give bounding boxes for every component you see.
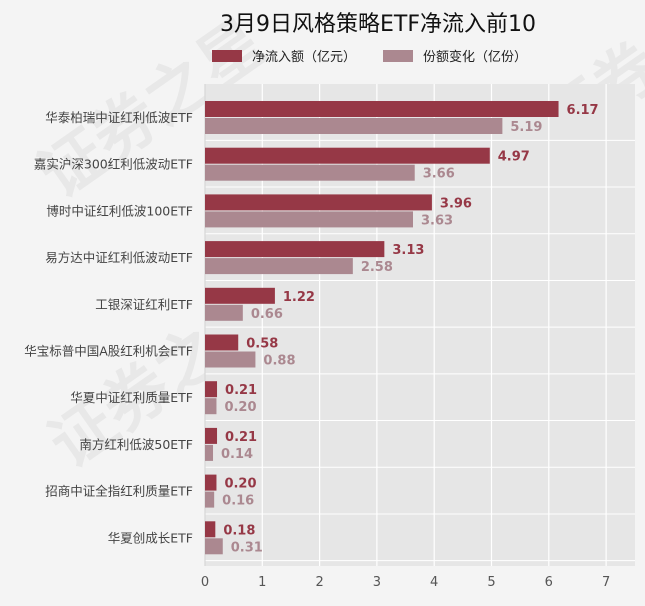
x-tick-label: 1 (258, 575, 266, 590)
x-tick-label: 7 (602, 575, 610, 590)
x-tick-label: 6 (545, 575, 553, 590)
data-label-inflow: 4.97 (498, 150, 530, 165)
x-axis-ticks: 0 1 2 3 4 5 6 7 (201, 575, 610, 590)
legend-swatch-share-change (383, 50, 413, 62)
data-label-share-change: 0.88 (263, 354, 295, 369)
bar-share-change (205, 538, 223, 555)
category-label: 华泰柏瑞中证红利低波ETF (45, 110, 193, 125)
x-tick-label: 4 (430, 575, 438, 590)
category-label: 招商中证全指红利质量ETF (45, 484, 193, 499)
bar-inflow (205, 381, 218, 398)
category-label: 嘉实沪深300红利低波动ETF (34, 157, 193, 172)
x-tick-label: 5 (487, 575, 495, 590)
x-tick-label: 2 (315, 575, 323, 590)
data-label-inflow: 0.21 (225, 383, 257, 398)
bar-inflow (205, 427, 218, 444)
chart-title: 3月9日风格策略ETF净流入前10 (220, 12, 536, 37)
bar-share-change (205, 398, 217, 415)
bar-share-change (205, 164, 415, 181)
legend: 净流入额（亿元） 份额变化（亿份） (212, 49, 527, 65)
data-label-share-change: 0.31 (231, 540, 263, 555)
data-label-inflow: 0.21 (225, 430, 257, 445)
data-label-share-change: 3.63 (421, 213, 453, 228)
x-tick-label: 3 (373, 575, 381, 590)
legend-swatch-inflow (212, 50, 242, 62)
bar-share-change (205, 304, 243, 321)
category-label: 易方达中证红利低波动ETF (45, 250, 193, 265)
bar-share-change (205, 211, 413, 228)
data-label-inflow: 0.20 (224, 477, 256, 492)
legend-label-share-change: 份额变化（亿份） (423, 49, 527, 65)
data-labels: 6.17 5.19 4.97 3.66 3.96 3.63 3.13 2.58 1.220.66… (221, 103, 599, 555)
bars (205, 101, 559, 555)
plot-area (205, 84, 635, 566)
data-label-inflow: 0.18 (223, 523, 255, 538)
legend-label-inflow: 净流入额（亿元） (252, 50, 356, 65)
category-label: 华夏中证红利质量ETF (70, 390, 193, 405)
category-label: 南方红利低波50ETF (79, 437, 193, 452)
data-label-inflow: 6.17 (567, 103, 599, 118)
bar-inflow (205, 521, 216, 538)
data-label-share-change: 0.14 (221, 447, 253, 462)
bar-share-change (205, 491, 215, 508)
bar-inflow (205, 241, 385, 258)
data-label-share-change: 0.66 (251, 307, 283, 322)
bar-share-change (205, 444, 214, 461)
data-label-share-change: 0.16 (222, 494, 254, 509)
category-label: 工银深证红利ETF (95, 297, 193, 312)
bar-share-change (205, 118, 503, 134)
bar-inflow (205, 101, 559, 117)
data-label-inflow: 1.22 (283, 290, 315, 305)
data-label-inflow: 3.96 (440, 196, 472, 211)
bar-inflow (205, 334, 239, 351)
bar-share-change (205, 258, 353, 275)
bar-share-change (205, 351, 256, 368)
data-label-share-change: 3.66 (423, 167, 455, 182)
x-tick-label: 0 (201, 575, 209, 590)
data-label-inflow: 3.13 (392, 243, 424, 258)
category-label: 华夏创成长ETF (108, 530, 193, 545)
data-label-share-change: 2.58 (361, 260, 393, 275)
category-label: 华宝标普中国A股红利机会ETF (24, 344, 193, 359)
data-label-share-change: 0.20 (224, 400, 256, 415)
bar-inflow (205, 194, 432, 211)
data-label-share-change: 5.19 (510, 120, 542, 135)
category-label: 博时中证红利低波100ETF (46, 203, 193, 218)
bar-inflow (205, 147, 490, 164)
bar-inflow (205, 474, 217, 491)
gridlines (204, 84, 635, 566)
data-label-inflow: 0.58 (246, 337, 278, 352)
category-labels: 华泰柏瑞中证红利低波ETF 嘉实沪深300红利低波动ETF 博时中证红利低波100E… (24, 110, 193, 545)
bar-inflow (205, 287, 275, 304)
